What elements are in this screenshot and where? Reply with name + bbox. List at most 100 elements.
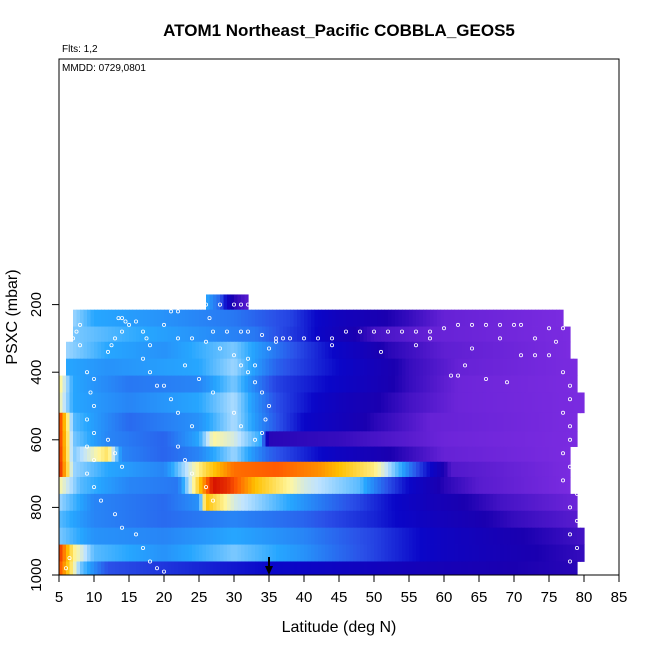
heatmap-cell <box>552 375 557 393</box>
heatmap-cell <box>552 510 557 529</box>
heatmap-cell <box>199 461 204 478</box>
heatmap-cell <box>66 446 71 463</box>
heatmap-cell <box>66 493 71 512</box>
heatmap-cell <box>206 431 211 447</box>
heatmap-cell <box>430 392 435 414</box>
heatmap-cell <box>153 446 158 463</box>
heatmap-cell <box>150 446 155 463</box>
heatmap-cell <box>360 510 365 529</box>
heatmap-cell <box>314 326 319 343</box>
heatmap-cell <box>535 493 540 512</box>
heatmap-cell <box>164 461 169 478</box>
heatmap-cell <box>181 493 186 512</box>
heatmap-cell <box>412 392 417 414</box>
heatmap-cell <box>570 392 575 414</box>
heatmap-cell <box>230 493 235 512</box>
heatmap-cell <box>388 375 393 393</box>
heatmap-cell <box>524 392 529 414</box>
heatmap-cell <box>500 341 505 360</box>
heatmap-cell <box>360 544 365 562</box>
heatmap-cell <box>94 544 99 562</box>
heatmap-cell <box>234 392 239 414</box>
heatmap-cell <box>188 510 193 529</box>
heatmap-cell <box>248 431 253 447</box>
flight-track-point <box>147 343 152 348</box>
heatmap-cell <box>493 326 498 343</box>
heatmap-cell <box>510 412 515 432</box>
heatmap-cell <box>426 446 431 463</box>
heatmap-cell <box>433 358 438 376</box>
heatmap-cell <box>468 561 473 576</box>
heatmap-cell <box>227 309 232 327</box>
heatmap-cell <box>314 493 319 512</box>
heatmap-cell <box>577 544 582 562</box>
heatmap-cell <box>381 510 386 529</box>
heatmap-cell <box>171 461 176 478</box>
heatmap-cell <box>360 309 365 327</box>
heatmap-cell <box>349 412 354 432</box>
heatmap-cell <box>437 375 442 393</box>
heatmap-cell <box>185 527 190 545</box>
heatmap-cell <box>118 431 123 447</box>
heatmap-cell <box>129 446 134 463</box>
heatmap-cell <box>94 493 99 512</box>
heatmap-cell <box>458 561 463 576</box>
heatmap-cell <box>279 358 284 376</box>
heatmap-cell <box>370 358 375 376</box>
heatmap-cell <box>517 461 522 478</box>
heatmap-cell <box>388 309 393 327</box>
heatmap-cell <box>566 392 571 414</box>
heatmap-cell <box>363 561 368 576</box>
heatmap-cell <box>538 431 543 447</box>
heatmap-cell <box>178 326 183 343</box>
heatmap-cell <box>398 476 403 495</box>
heatmap-cell <box>157 446 162 463</box>
heatmap-cell <box>195 527 200 545</box>
heatmap-cell <box>258 431 263 447</box>
heatmap-cell <box>108 446 113 463</box>
heatmap-cell <box>241 392 246 414</box>
heatmap-cell <box>272 561 277 576</box>
heatmap-cell <box>318 326 323 343</box>
heatmap-cell <box>230 358 235 376</box>
flight-track-point <box>189 471 194 476</box>
flight-track-point <box>259 430 264 435</box>
heatmap-cell <box>290 326 295 343</box>
heatmap-cell <box>465 358 470 376</box>
heatmap-cell <box>255 375 260 393</box>
heatmap-cell <box>272 392 277 414</box>
heatmap-cell <box>185 544 190 562</box>
heatmap-cell <box>244 527 249 545</box>
heatmap-cell <box>202 358 207 376</box>
heatmap-cell <box>556 510 561 529</box>
heatmap-cell <box>552 527 557 545</box>
heatmap-cell <box>227 446 232 463</box>
heatmap-cell <box>489 510 494 529</box>
heatmap-cell <box>321 561 326 576</box>
heatmap-cell <box>409 544 414 562</box>
heatmap-cell <box>314 341 319 360</box>
heatmap-cell <box>570 544 575 562</box>
heatmap-cell <box>255 412 260 432</box>
heatmap-cell <box>293 527 298 545</box>
heatmap-cell <box>97 358 102 376</box>
heatmap-cell <box>297 493 302 512</box>
heatmap-cell <box>223 358 228 376</box>
heatmap-cell <box>150 510 155 529</box>
heatmap-cell <box>503 510 508 529</box>
heatmap-cell <box>416 431 421 447</box>
heatmap-cell <box>262 510 267 529</box>
heatmap-cell <box>199 375 204 393</box>
heatmap-cell <box>346 412 351 432</box>
heatmap-cell <box>146 309 151 327</box>
heatmap-cell <box>479 309 484 327</box>
heatmap-cell <box>545 375 550 393</box>
heatmap-cell <box>174 392 179 414</box>
heatmap-cell <box>398 493 403 512</box>
heatmap-cell <box>202 412 207 432</box>
heatmap-cell <box>146 392 151 414</box>
heatmap-cell <box>356 375 361 393</box>
heatmap-cell <box>514 412 519 432</box>
heatmap-cell <box>559 309 564 327</box>
heatmap-cell <box>255 461 260 478</box>
